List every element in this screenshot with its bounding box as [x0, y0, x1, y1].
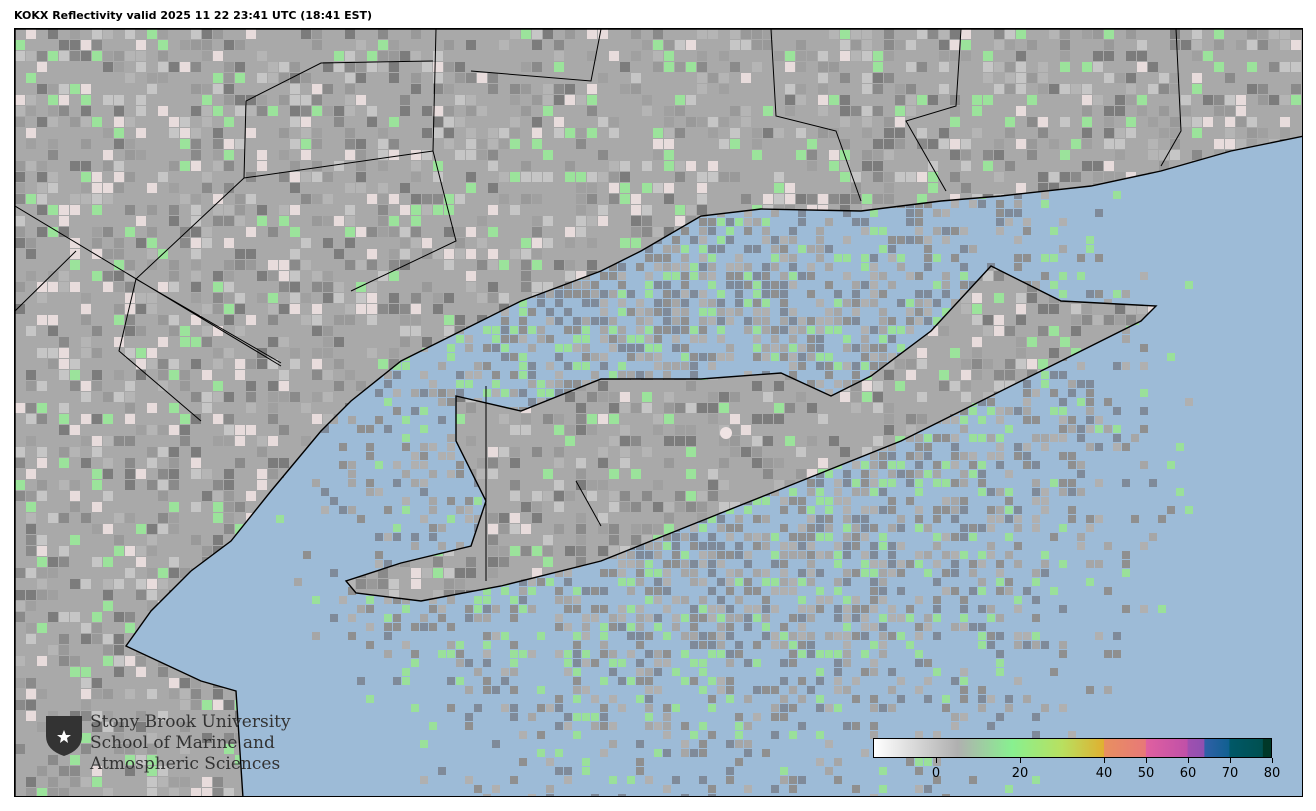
state-county-borders: [15, 29, 1182, 581]
colorbar-tick: [1230, 758, 1231, 763]
colorbar-tick-label: 40: [1095, 766, 1113, 781]
colorbar-tick-label: 50: [1137, 766, 1155, 781]
colorbar-tick-label: 0: [931, 766, 941, 781]
map-canvas: [15, 29, 1302, 796]
logo-line: School of Marine and: [90, 733, 275, 753]
colorbar-tick: [936, 758, 937, 763]
colorbar-tick: [1104, 758, 1105, 763]
radar-site-marker: [720, 427, 732, 439]
colorbar-tick-label: 20: [1011, 766, 1029, 781]
reflectivity-colorbar: [873, 738, 1272, 758]
map-title: KOKX Reflectivity valid 2025 11 22 23:41…: [14, 9, 373, 22]
colorbar-tick: [1272, 758, 1273, 763]
sbu-somas-logo: Stony Brook University School of Marine …: [44, 712, 291, 775]
colorbar-tick: [1020, 758, 1021, 763]
colorbar-tick-label: 70: [1221, 766, 1239, 781]
colorbar-tick-label: 80: [1263, 766, 1281, 781]
logo-line: Stony Brook University: [90, 712, 291, 732]
university-shield-star-icon: [46, 716, 82, 756]
colorbar-tick-label: 60: [1179, 766, 1197, 781]
radar-map[interactable]: [14, 28, 1303, 797]
logo-line: Atmospheric Sciences: [90, 754, 281, 774]
coastlines: [15, 29, 1302, 796]
colorbar-tick: [1188, 758, 1189, 763]
colorbar-tick: [1146, 758, 1147, 763]
